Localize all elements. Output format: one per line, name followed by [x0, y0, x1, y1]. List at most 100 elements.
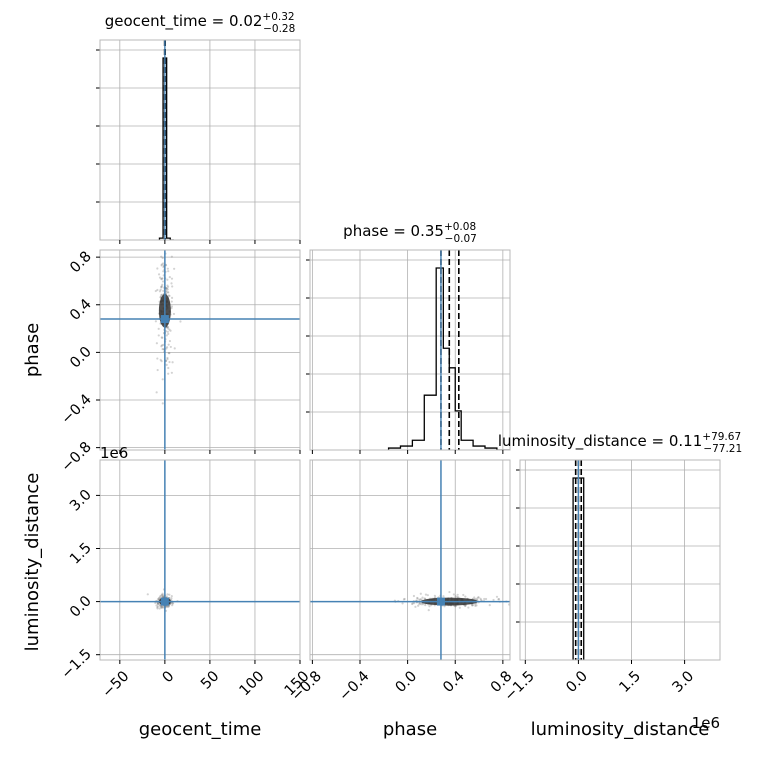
sample-point — [497, 597, 501, 601]
sample-point — [484, 597, 488, 601]
sample-point — [167, 291, 170, 294]
sample-point — [162, 289, 165, 292]
sample-point — [161, 283, 164, 286]
panel-title-geocent_time: geocent_time = 0.02+0.32 −0.28 — [105, 11, 296, 35]
sample-point — [161, 595, 164, 598]
sample-point — [156, 598, 160, 601]
sample-point — [161, 595, 165, 598]
y-tick-label: −0.8 — [59, 439, 95, 475]
sample-point — [166, 285, 170, 288]
sample-point — [416, 596, 419, 600]
sample-point — [170, 300, 173, 303]
sample-point — [179, 320, 182, 323]
sample-point — [160, 264, 163, 267]
sample-point — [161, 280, 165, 283]
sample-point — [162, 605, 165, 608]
x-tick-label: 0.4 — [440, 668, 468, 696]
sample-point — [443, 605, 446, 608]
sample-point — [168, 593, 171, 596]
x-axis-label-phase: phase — [383, 719, 437, 740]
sample-point — [168, 294, 171, 297]
grid-lines — [100, 460, 300, 660]
sample-point — [166, 346, 169, 349]
sample-point — [166, 291, 169, 294]
panel-frame — [99, 39, 301, 241]
sample-point — [454, 605, 457, 608]
sample-point — [168, 351, 171, 355]
y-tick-label: 1.5 — [67, 540, 95, 568]
panel-luminosity_distance-vs-phase: −0.8 −0.4 0.0 0.4 0.8 — [289, 459, 515, 705]
sample-point — [170, 307, 173, 310]
sample-point — [160, 277, 163, 280]
sample-point — [156, 601, 159, 605]
panel-frame — [519, 459, 721, 661]
sample-point — [170, 595, 173, 598]
sample-point — [170, 305, 174, 308]
sample-point — [171, 602, 175, 605]
histogram-geocent_time — [158, 57, 174, 240]
sample-point — [471, 603, 475, 607]
sample-point — [157, 598, 161, 601]
sample-cloud — [154, 252, 182, 405]
sample-point — [160, 605, 163, 608]
y-tick-label: 0.0 — [67, 593, 95, 621]
sample-point — [479, 597, 482, 600]
sample-point — [424, 593, 428, 596]
panel-title-luminosity_distance: luminosity_distance = 0.11+79.67 −77.21 — [498, 431, 742, 455]
sample-point — [401, 602, 404, 605]
sample-point — [166, 358, 169, 361]
sample-point — [165, 363, 168, 366]
sample-point — [166, 356, 169, 360]
panel-title-phase: phase = 0.35+0.08 −0.07 — [343, 221, 477, 245]
y-axis-label-luminosity-distance: luminosity_distance — [22, 473, 43, 652]
sample-point — [167, 605, 170, 608]
offset-label-y: 1e6 — [100, 444, 128, 462]
x-tick-label: 50 — [198, 668, 222, 692]
sample-point — [462, 593, 465, 597]
x-tick-label: 0.0 — [393, 668, 421, 696]
sample-point — [416, 597, 419, 600]
sample-point — [160, 336, 163, 339]
sample-point — [160, 606, 163, 609]
sample-point — [166, 284, 169, 287]
sample-point — [456, 593, 459, 596]
sample-point — [420, 598, 423, 601]
panel-frame — [309, 459, 511, 661]
sample-point — [156, 607, 159, 610]
sample-point — [157, 273, 161, 276]
sample-point — [158, 596, 161, 599]
sample-point — [475, 604, 478, 607]
sample-point — [156, 606, 159, 609]
sample-point — [157, 334, 160, 337]
sample-point — [160, 345, 163, 348]
sample-point — [158, 607, 161, 610]
sample-point — [158, 276, 162, 279]
sample-point — [467, 606, 470, 609]
sample-point — [471, 604, 474, 607]
sample-point — [157, 602, 160, 606]
sample-point — [454, 595, 457, 598]
sample-point — [454, 605, 457, 608]
sample-point — [167, 366, 170, 370]
sample-point — [167, 351, 170, 355]
y-tick-label: 0.0 — [67, 344, 95, 372]
sample-point — [160, 294, 163, 297]
sample-point — [475, 597, 479, 600]
sample-point — [162, 270, 165, 273]
sample-point — [464, 595, 467, 598]
sample-point — [170, 255, 173, 258]
sample-point — [156, 288, 159, 292]
sample-point — [161, 256, 164, 260]
truth-marker — [160, 597, 169, 606]
sample-point — [418, 603, 421, 606]
sample-point — [426, 594, 429, 597]
sample-point — [160, 285, 163, 288]
panel-luminosity_distance-vs-geocent_time: −50 0 50 100 150−1.50.01.53.0 — [59, 459, 313, 701]
sample-point — [169, 329, 172, 332]
sample-point — [160, 594, 163, 597]
sample-point — [433, 594, 437, 597]
sample-point — [161, 402, 164, 405]
sample-point — [161, 378, 164, 381]
sample-point — [419, 602, 422, 605]
grid-lines — [310, 250, 510, 450]
